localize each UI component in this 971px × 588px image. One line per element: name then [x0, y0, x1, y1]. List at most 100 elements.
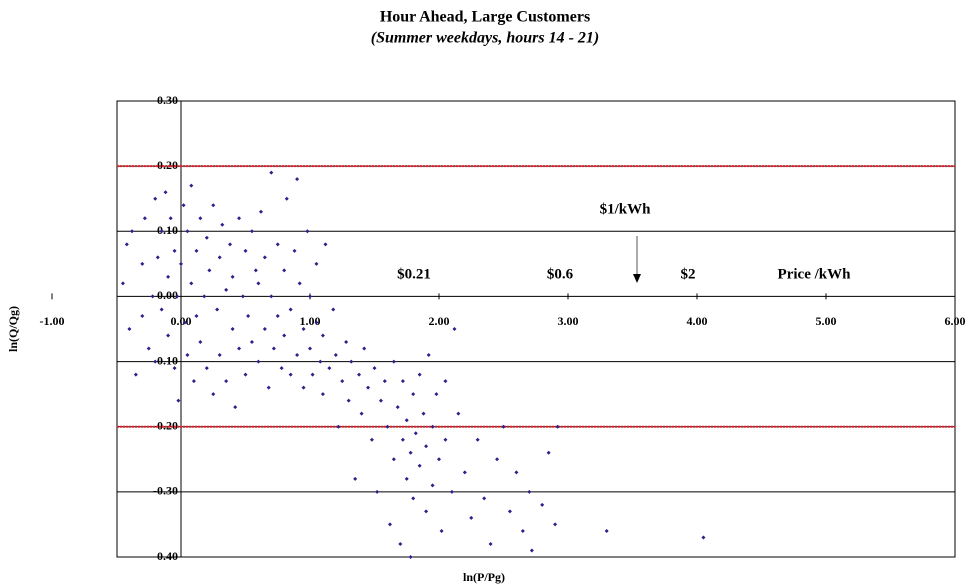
scatter-point: [604, 528, 609, 533]
scatter-point: [140, 261, 145, 266]
annotation: $0.6: [547, 266, 574, 282]
scatter-point: [258, 209, 263, 214]
scatter-point: [185, 353, 190, 358]
scatter-point: [297, 281, 302, 286]
scatter-point: [469, 515, 474, 520]
scatter-point: [269, 170, 274, 175]
scatter-point: [240, 294, 245, 299]
scatter-point: [501, 424, 506, 429]
scatter-point: [495, 457, 500, 462]
scatter-point: [301, 385, 306, 390]
scatter-point: [308, 294, 312, 299]
scatter-point: [168, 216, 173, 221]
scatter-point: [408, 450, 413, 455]
annotation: $0.21: [397, 266, 431, 282]
scatter-point: [449, 489, 454, 494]
scatter-point: [282, 333, 287, 338]
scatter-point: [546, 450, 551, 455]
scatter-point: [172, 366, 177, 371]
scatter-point: [249, 340, 254, 345]
scatter-point: [189, 281, 194, 286]
scatter-point: [220, 222, 225, 227]
scatter-point: [288, 372, 293, 377]
scatter-point: [353, 476, 358, 481]
scatter-point: [417, 372, 422, 377]
scatter-point: [153, 359, 158, 364]
scatter-point: [224, 379, 229, 384]
scatter-point: [382, 379, 387, 384]
x-tick-label: 4.00: [687, 314, 708, 328]
scatter-point: [327, 366, 332, 371]
scatter-point: [153, 196, 158, 201]
scatter-point: [443, 379, 448, 384]
scatter-point: [230, 327, 235, 331]
chart-subtitle: (Summer weekdays, hours 14 - 21): [371, 30, 599, 47]
scatter-point: [430, 424, 435, 429]
scatter-point: [224, 287, 229, 292]
scatter-point: [207, 268, 212, 273]
scatter-point: [228, 242, 233, 247]
scatter-point: [434, 392, 439, 397]
annotation: $2: [681, 266, 696, 282]
scatter-point: [452, 327, 457, 331]
scatter-point: [295, 353, 300, 358]
scatter-point: [262, 255, 267, 260]
y-tick-label: -0.40: [153, 549, 178, 563]
scatter-point: [426, 353, 431, 358]
scatter-point: [320, 392, 325, 397]
scatter-point: [385, 424, 390, 429]
scatter-point: [387, 522, 392, 527]
scatter-point: [215, 307, 220, 312]
scatter-point: [282, 268, 287, 273]
scatter-point: [295, 177, 300, 182]
scatter-point: [237, 216, 242, 221]
scatter-point: [150, 294, 155, 299]
scatter-point: [349, 359, 354, 364]
y-tick-label: 0.00: [157, 288, 178, 302]
scatter-point: [443, 437, 448, 442]
scatter-point: [391, 457, 396, 462]
scatter-point: [408, 555, 413, 559]
y-tick-label: -0.20: [153, 418, 178, 432]
scatter-point: [166, 274, 171, 279]
scatter-point: [555, 424, 560, 429]
scatter-point: [194, 313, 199, 318]
scatter-point: [540, 502, 545, 507]
scatter-point: [437, 457, 441, 462]
scatter-point: [400, 437, 405, 442]
scatter-point: [211, 392, 216, 397]
scatter-point: [127, 327, 132, 331]
scatter-point: [404, 418, 409, 423]
scatter-point: [359, 411, 364, 416]
scatter-point: [507, 509, 512, 514]
scatter-point: [246, 313, 251, 318]
scatter-point: [346, 398, 351, 403]
scatter-point: [189, 183, 194, 188]
scatter-point: [230, 274, 235, 279]
scatter-point: [172, 248, 177, 253]
x-tick-label: 2.00: [429, 314, 450, 328]
x-tick-label: 1.00: [300, 314, 321, 328]
scatter-point: [175, 294, 180, 299]
scatter-point: [159, 307, 164, 312]
scatter-point: [318, 359, 323, 364]
scatter-point: [421, 411, 426, 416]
scatter-point: [211, 203, 216, 208]
scatter-point: [482, 496, 487, 501]
scatter-point: [400, 379, 405, 384]
scatter-point: [271, 346, 276, 351]
scatter-point: [369, 437, 374, 442]
scatter-point: [362, 346, 367, 351]
scatter-point: [217, 255, 222, 260]
scatter-point: [284, 196, 289, 201]
scatter-point: [233, 405, 238, 410]
scatter-point: [553, 522, 558, 527]
scatter-point: [191, 379, 196, 384]
scatter-point: [520, 528, 525, 533]
scatter-point: [305, 229, 310, 234]
chart-title: Hour Ahead, Large Customers: [380, 9, 590, 26]
y-tick-label: 0.30: [157, 93, 178, 107]
scatter-point: [129, 229, 134, 234]
scatter-point: [395, 405, 400, 410]
